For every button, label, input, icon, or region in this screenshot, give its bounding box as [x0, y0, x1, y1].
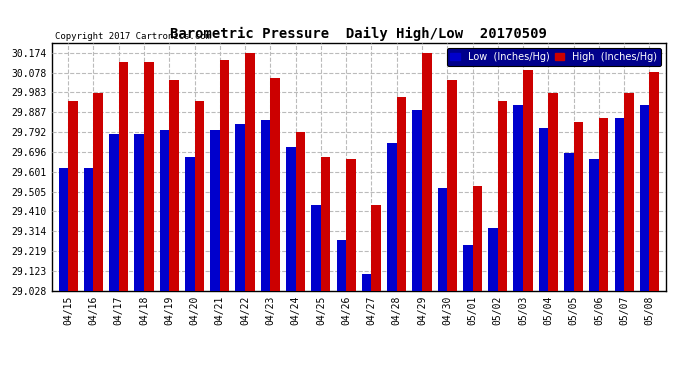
- Bar: [135, 135, 144, 291]
- Bar: [109, 135, 119, 291]
- Legend: Low  (Inches/Hg), High  (Inches/Hg): Low (Inches/Hg), High (Inches/Hg): [446, 48, 661, 66]
- Bar: [564, 153, 573, 291]
- Bar: [473, 186, 482, 291]
- Bar: [337, 240, 346, 291]
- Bar: [321, 158, 331, 291]
- Bar: [210, 130, 220, 291]
- Bar: [599, 118, 609, 291]
- Bar: [413, 110, 422, 291]
- Bar: [447, 81, 457, 291]
- Bar: [549, 93, 558, 291]
- Bar: [615, 118, 624, 291]
- Bar: [169, 81, 179, 291]
- Text: Copyright 2017 Cartronics.com: Copyright 2017 Cartronics.com: [55, 32, 210, 40]
- Bar: [286, 147, 295, 291]
- Bar: [371, 205, 381, 291]
- Bar: [144, 62, 154, 291]
- Bar: [346, 159, 356, 291]
- Bar: [523, 70, 533, 291]
- Bar: [624, 93, 633, 291]
- Bar: [311, 205, 321, 291]
- Bar: [387, 143, 397, 291]
- Bar: [68, 101, 78, 291]
- Bar: [220, 60, 229, 291]
- Bar: [463, 244, 473, 291]
- Bar: [497, 101, 507, 291]
- Bar: [362, 274, 371, 291]
- Bar: [397, 97, 406, 291]
- Bar: [235, 124, 245, 291]
- Bar: [573, 122, 583, 291]
- Bar: [649, 72, 659, 291]
- Bar: [245, 53, 255, 291]
- Title: Barometric Pressure  Daily High/Low  20170509: Barometric Pressure Daily High/Low 20170…: [170, 26, 547, 40]
- Bar: [84, 168, 93, 291]
- Bar: [59, 168, 68, 291]
- Bar: [422, 53, 431, 291]
- Bar: [640, 105, 649, 291]
- Bar: [119, 62, 128, 291]
- Bar: [185, 158, 195, 291]
- Bar: [159, 130, 169, 291]
- Bar: [437, 189, 447, 291]
- Bar: [270, 78, 280, 291]
- Bar: [539, 128, 549, 291]
- Bar: [589, 159, 599, 291]
- Bar: [295, 132, 305, 291]
- Bar: [513, 105, 523, 291]
- Bar: [195, 101, 204, 291]
- Bar: [261, 120, 270, 291]
- Bar: [93, 93, 103, 291]
- Bar: [489, 228, 497, 291]
